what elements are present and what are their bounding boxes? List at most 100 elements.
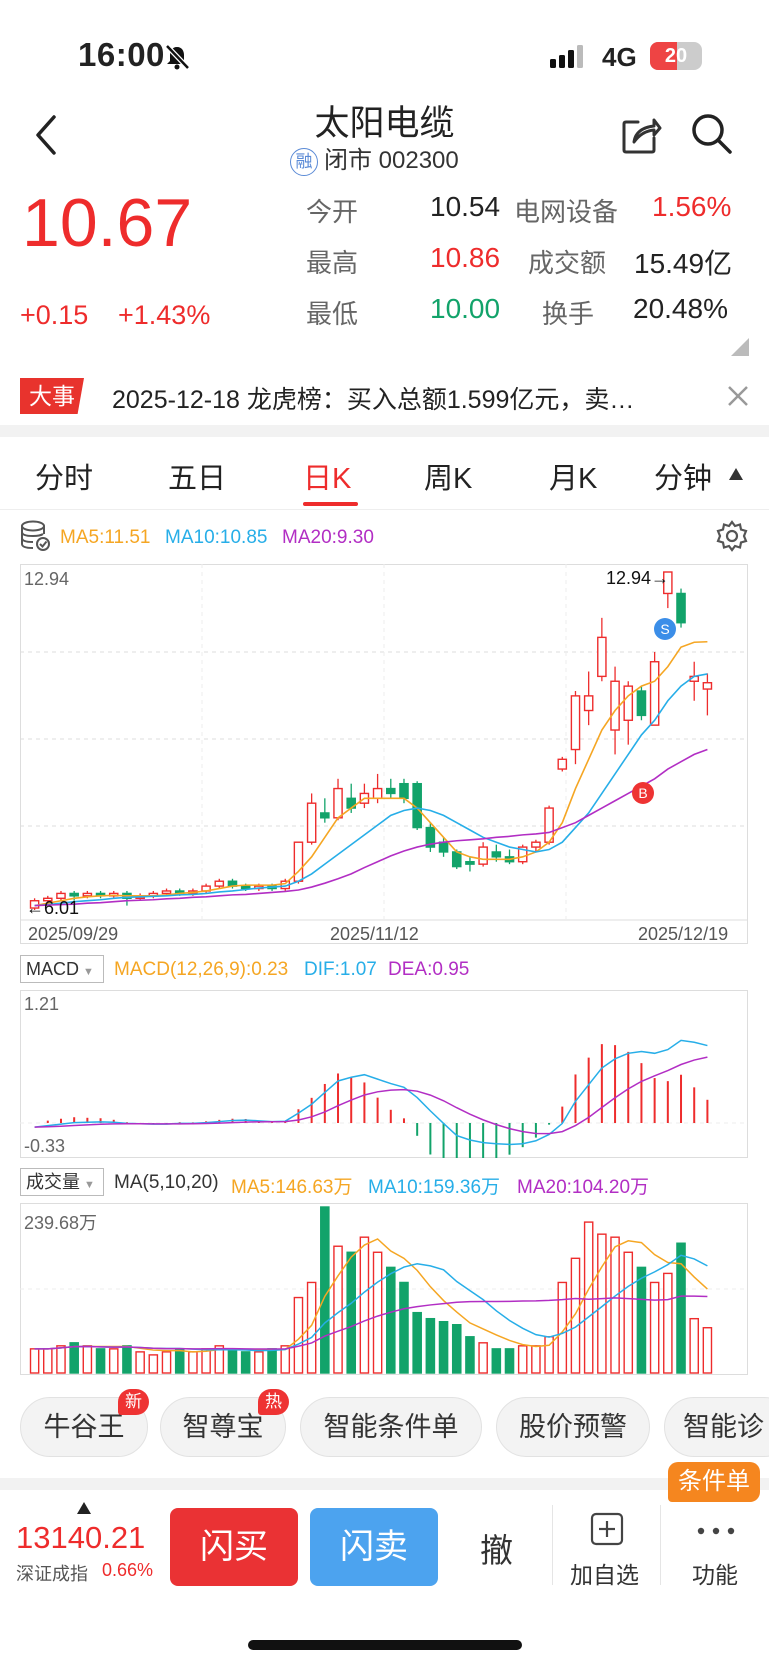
volume-bar [570,1257,581,1374]
volume-ma10: MA10:159.36万 [368,1177,501,1198]
settings-gear-icon[interactable] [716,520,748,552]
stock-name: 太阳电缆 [314,104,455,143]
volume-params: MA(5,10,20) [114,1172,219,1193]
back-arrow-icon[interactable] [32,113,60,157]
tab-daily-k[interactable]: 日K [303,463,352,495]
macd-chart [20,1039,748,1158]
macd-panel[interactable] [20,990,748,1158]
volume-bar [240,1351,251,1374]
volume-chart [20,1206,748,1374]
candle [610,680,620,731]
low-marker-value: 6.01 [44,898,80,918]
functions-label[interactable]: 功能 [692,1562,738,1588]
volume-bar [412,1311,422,1374]
sector-value: 1.56% [652,191,732,222]
news-headline[interactable]: 2025-12-18 龙虎榜：买入总额1.599亿元，卖… [112,386,635,414]
volume-bar [320,1206,330,1374]
candle [240,885,251,890]
candle [399,782,409,800]
tab-five-day[interactable]: 五日 [168,463,227,495]
volume-bar [306,1281,317,1374]
candle [663,571,673,595]
search-icon[interactable] [690,112,734,156]
candle [451,851,462,868]
volume-bar [636,1266,647,1374]
right-arrow-icon: → [651,568,670,588]
low-value: 10.00 [430,293,501,324]
condition-order-badge[interactable]: 条件单 [668,1462,760,1502]
add-watchlist-icon[interactable] [590,1512,624,1546]
macd-selector[interactable]: MACD ▼ [20,955,104,983]
news-tag: 大事 [20,378,84,414]
signal-bars-icon [550,45,583,68]
volume-bar [531,1345,541,1374]
candle [465,861,475,865]
cancel-order-button[interactable]: 撤 [480,1532,513,1569]
ma20-line [34,748,708,907]
share-icon[interactable] [620,114,662,156]
macd-min-label: -0.33 [24,1136,66,1156]
turnover-amount-value: 15.49亿 [634,248,733,279]
battery-icon: 20 [650,42,702,70]
volume-bar [108,1348,119,1374]
home-indicator [248,1640,522,1650]
open-label: 今开 [306,197,359,227]
volume-bar [69,1342,79,1374]
volume-bar [702,1327,713,1374]
more-dots-icon[interactable] [696,1526,736,1536]
volume-bar [254,1351,264,1374]
market-status: 融闭市 002300 [290,140,459,176]
ma5-legend: MA5:11.51 [60,527,151,548]
volume-bar [517,1345,528,1374]
tab-minute[interactable]: 分钟 [654,463,713,495]
bottom-divider [552,1505,553,1585]
add-watchlist-label[interactable]: 加自选 [570,1562,639,1588]
section-divider [0,1478,769,1490]
sell-signal-marker[interactable]: S [654,618,676,640]
section-divider [0,425,769,437]
low-label: 最低 [306,299,359,329]
index-value[interactable]: 13140.21 [16,1520,146,1555]
candle [438,841,449,853]
tool-chip-condition-order[interactable]: 智能条件单 [300,1397,482,1457]
candle [636,690,647,717]
volume-selector[interactable]: 成交量 ▼ [20,1168,104,1196]
volume-bar [478,1342,488,1374]
turnover-rate-value: 20.48% [633,293,728,324]
candle [517,846,528,863]
tab-intraday[interactable]: 分时 [35,463,94,495]
tool-chip-smart-diagnose[interactable]: 智能诊 [664,1397,769,1457]
flash-buy-button[interactable]: 闪买 [170,1508,298,1586]
tool-chip-price-alert[interactable]: 股价预警 [496,1397,650,1457]
close-icon[interactable] [727,385,749,407]
volume-bar [359,1236,370,1374]
buy-signal-marker[interactable]: B [632,782,654,804]
macd-max-label: 1.21 [24,994,60,1014]
sector-label[interactable]: 电网设备 [514,197,619,227]
active-tab-indicator [303,502,358,506]
volume-bar [56,1345,66,1374]
volume-bar [161,1351,172,1374]
index-change-pct: 0.66% [102,1560,154,1580]
tab-weekly-k[interactable]: 周K [424,463,473,495]
price-change-pct: +1.43% [118,300,211,330]
candle [320,812,330,819]
tool-chip-zhizunbao[interactable]: 智尊宝 [160,1397,286,1457]
ma5-line [34,640,708,907]
kline-chart [20,564,748,921]
volume-bar [29,1348,40,1374]
database-icon[interactable] [20,520,50,552]
tab-monthly-k[interactable]: 月K [549,463,598,495]
tab-dropdown-icon [729,468,743,480]
flash-sell-button[interactable]: 闪卖 [310,1508,438,1586]
ma20-legend: MA20:9.30 [282,527,374,548]
low-marker-label: ←6.01 [26,898,79,919]
volume-bar [201,1348,211,1374]
candle [372,787,383,800]
dropdown-caret-icon: ▼ [83,966,94,978]
expand-corner-icon[interactable] [731,338,749,356]
volume-bar [227,1348,238,1374]
high-label: 最高 [306,248,359,278]
candle [597,636,607,678]
index-name: 深证成指 [16,1564,88,1584]
